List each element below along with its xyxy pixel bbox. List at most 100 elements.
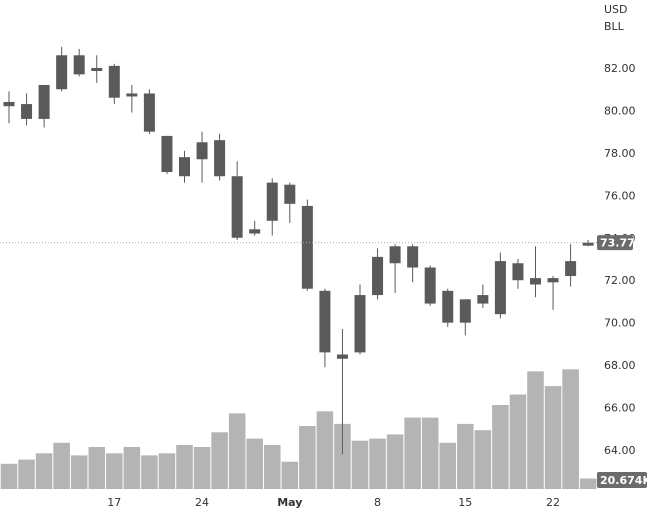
volume-bars (0, 369, 597, 489)
volume-bar (299, 426, 316, 489)
candle-body (442, 290, 454, 323)
candle-body (407, 246, 419, 268)
candle (56, 46, 68, 92)
candle (459, 299, 471, 336)
volume-bar (527, 371, 544, 489)
candle-body (56, 55, 68, 90)
volume-bar (334, 423, 351, 489)
candle (161, 135, 173, 175)
candle (21, 93, 33, 126)
candle-body (91, 68, 103, 71)
volume-bar (492, 405, 509, 489)
candle (214, 133, 226, 181)
volume-bar (579, 478, 597, 489)
candle (38, 84, 50, 128)
candle (73, 48, 85, 77)
candle (565, 244, 577, 287)
volume-bar (457, 423, 474, 489)
volume-bar (106, 453, 123, 489)
y-tick-label: 68.00 (604, 359, 636, 372)
volume-bar (351, 440, 369, 489)
volume-bar (53, 442, 70, 489)
volume-bar (123, 447, 141, 489)
candle (143, 89, 155, 134)
candle (231, 161, 243, 240)
y-tick-label: 82.00 (604, 62, 636, 75)
candle (407, 244, 419, 283)
volume-bar (88, 447, 106, 489)
volume-bar (246, 438, 263, 489)
candle-body (424, 267, 436, 304)
volume-bar (316, 411, 334, 489)
volume-bar (281, 461, 299, 489)
candle (249, 220, 261, 236)
x-tick-label: May (277, 496, 302, 509)
candle (91, 55, 103, 83)
last-price-value: 73.77 (600, 237, 635, 250)
last-volume-value: 20.674K (600, 474, 649, 487)
candle-body (372, 256, 384, 296)
candle-body (143, 93, 155, 132)
last-price-badge-background (597, 235, 633, 251)
candle (126, 84, 138, 113)
candle (512, 259, 524, 289)
ticker-label: BLL (604, 20, 625, 33)
x-tick-label: 17 (107, 496, 121, 509)
candle (354, 284, 366, 355)
candle-body (389, 246, 401, 264)
candle (266, 178, 278, 236)
y-tick-label: 76.00 (604, 189, 636, 202)
candle (3, 91, 15, 124)
volume-bar (369, 438, 386, 489)
y-tick-label: 80.00 (604, 104, 636, 117)
candle (319, 288, 331, 368)
candle-body (38, 84, 50, 119)
candle (424, 265, 436, 306)
candle-body (354, 295, 366, 353)
candlesticks (3, 46, 594, 455)
volume-bar (176, 444, 193, 489)
candle-body (266, 182, 278, 221)
y-tick-label: 72.00 (604, 274, 636, 287)
candle-body (477, 295, 489, 304)
candle (442, 288, 454, 327)
candle (372, 248, 384, 300)
currency-label: USD (604, 3, 628, 16)
volume-bar (386, 434, 404, 489)
y-tick-label: 78.00 (604, 147, 636, 160)
x-tick-label: 15 (458, 496, 472, 509)
volume-bar (211, 432, 228, 489)
candle (301, 199, 313, 291)
candle (477, 284, 489, 308)
candle-body (582, 242, 594, 246)
candle (547, 275, 559, 310)
price-axis: 64.0066.0068.0070.0072.0074.0076.0078.00… (604, 62, 636, 457)
x-tick-label: 22 (546, 496, 560, 509)
candle-body (108, 65, 120, 98)
x-tick-label: 8 (374, 496, 381, 509)
candle-body (73, 55, 85, 75)
candle-body (319, 290, 331, 353)
candle (389, 244, 401, 293)
candle-body (530, 278, 541, 285)
candle-body (301, 205, 313, 289)
date-axis: 17 24 May 8 15 22 (107, 496, 560, 509)
candle-body (459, 299, 471, 323)
candle-body (512, 263, 524, 281)
candle-body (21, 104, 33, 119)
candle (108, 63, 120, 105)
candle-body (336, 354, 348, 359)
volume-bar (263, 444, 281, 489)
y-tick-label: 64.00 (604, 444, 636, 457)
candle-body (3, 101, 15, 107)
volume-bar (141, 455, 158, 489)
volume-bar (474, 430, 492, 489)
candle-body (565, 261, 577, 276)
volume-bar (544, 386, 562, 489)
candle (179, 150, 190, 183)
y-tick-label: 70.00 (604, 317, 636, 330)
volume-bar (439, 442, 457, 489)
x-tick-label: 24 (195, 496, 209, 509)
volume-bar (404, 417, 421, 489)
